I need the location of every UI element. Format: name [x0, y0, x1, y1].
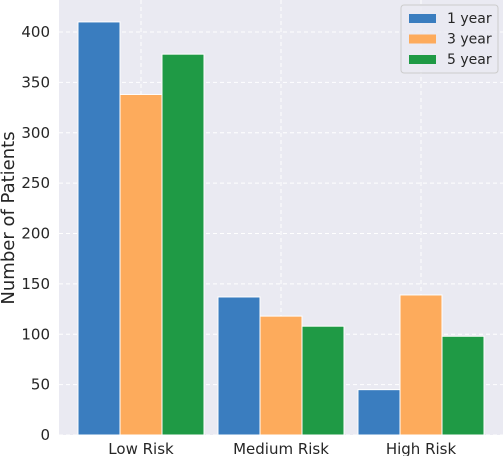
y-tick-label: 350 — [21, 73, 50, 91]
legend-swatch — [409, 55, 436, 64]
y-tick-label: 400 — [21, 23, 50, 41]
y-tick-label: 150 — [21, 275, 50, 293]
bar-5-year-medium-risk — [301, 325, 345, 436]
legend-swatch — [409, 14, 436, 23]
y-tick-label: 300 — [21, 124, 50, 142]
x-tick-label: Medium Risk — [233, 440, 329, 456]
bar-5-year-low-risk — [161, 53, 205, 436]
legend: 1 year 3 year 5 year — [400, 4, 499, 74]
y-axis-ticks: 0 50 100 150 200 250 300 350 400 — [21, 23, 50, 444]
bar-1-year-medium-risk — [217, 296, 261, 436]
x-tick-label: Low Risk — [108, 440, 174, 456]
y-tick-label: 200 — [21, 225, 50, 243]
bar-5-year-high-risk — [441, 335, 485, 436]
legend-label: 1 year — [447, 11, 492, 27]
y-tick-label: 0 — [40, 426, 50, 444]
y-tick-label: 250 — [21, 174, 50, 192]
y-axis-label: Number of Patients — [0, 131, 19, 304]
legend-label: 3 year — [447, 32, 492, 48]
bar-3-year-low-risk — [119, 93, 163, 436]
bar-3-year-medium-risk — [259, 315, 303, 436]
bar-3-year-high-risk — [399, 294, 443, 436]
x-axis-ticks: Low Risk Medium Risk High Risk — [108, 440, 456, 456]
y-tick-label: 100 — [21, 325, 50, 343]
bars — [77, 21, 485, 436]
x-tick-label: High Risk — [386, 440, 457, 456]
y-tick-label: 50 — [31, 376, 50, 394]
legend-label: 5 year — [447, 52, 492, 68]
legend-swatch — [409, 34, 436, 44]
bar-1-year-low-risk — [77, 21, 121, 436]
bar-1-year-high-risk — [357, 389, 401, 436]
